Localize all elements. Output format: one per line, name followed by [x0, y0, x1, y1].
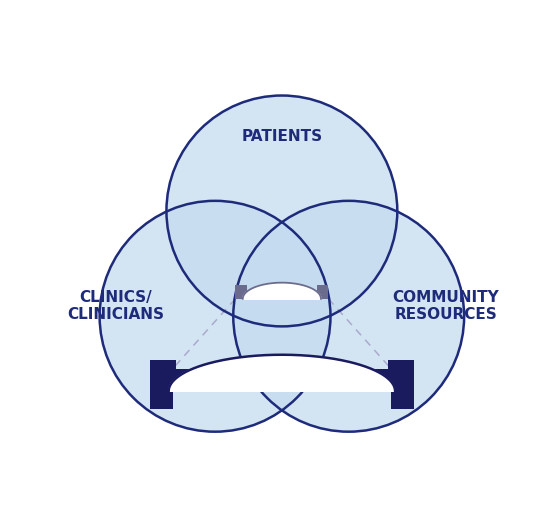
Bar	[304, 362, 317, 369]
Bar	[247, 362, 260, 369]
Circle shape	[233, 201, 464, 432]
Polygon shape	[243, 282, 321, 299]
Text: COMMUNITY
RESOURCES: COMMUNITY RESOURCES	[393, 290, 499, 322]
Bar	[235, 290, 328, 299]
Bar	[388, 360, 414, 369]
Bar	[317, 285, 328, 290]
Bar	[391, 369, 414, 409]
Circle shape	[167, 96, 397, 326]
Text: PATIENTS: PATIENTS	[241, 128, 322, 144]
Bar	[235, 285, 246, 290]
Bar	[150, 369, 173, 409]
Bar	[294, 287, 302, 290]
Bar	[150, 360, 176, 369]
Bar	[150, 369, 414, 391]
Bar	[262, 287, 270, 290]
Text: CLINICS/
CLINICIANS: CLINICS/ CLINICIANS	[67, 290, 164, 322]
Polygon shape	[169, 355, 395, 391]
Circle shape	[100, 201, 331, 432]
